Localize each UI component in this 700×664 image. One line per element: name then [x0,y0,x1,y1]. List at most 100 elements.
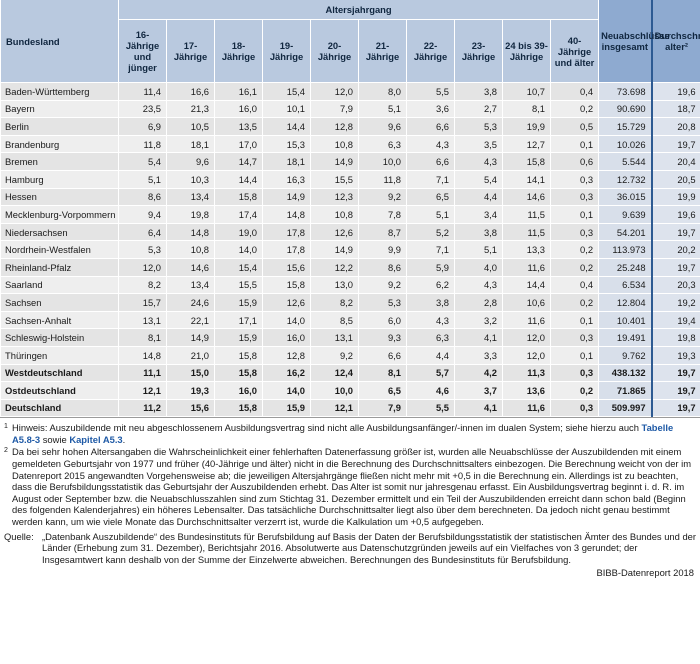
row-label: Westdeutschland [0,363,119,383]
cell: 8,6 [358,258,407,277]
table-row: Hamburg 5,1 10,3 14,4 16,3 15,5 11,8 7,1 5,4 14,1… [0,170,700,189]
cell: 0,3 [549,399,599,418]
cell: 0,1 [549,311,599,330]
footer: BIBB-Datenreport 2018 [596,567,694,579]
cell: 8,0 [358,82,407,101]
header-cell: Durchschnitts­alter² [651,0,700,83]
cell: 0,4 [549,276,599,295]
row-label: Hamburg [0,170,119,189]
cell: 14,0 [262,311,311,330]
cell: 25.248 [598,258,653,277]
cell: 13,3 [502,240,551,259]
cell: 7,9 [358,399,407,418]
row-label: Bremen [0,152,119,171]
header-cell: Bundesland [0,0,119,83]
row-label: Deutschland [0,399,119,418]
cell: 0,3 [549,188,599,207]
table-body: Baden-Württemberg 11,4 16,6 16,1 15,4 12,0 8,0… [0,82,700,418]
footnote-text: Da bei sehr hohen Altersangaben die Wahr… [12,446,696,527]
cell: 13,6 [502,381,551,400]
cell: 19.491 [598,328,653,347]
cell: 11,1 [118,363,167,383]
source-text: „Datenbank Auszubildende“ des Bundesinst… [42,530,697,565]
cell: 21,3 [166,100,215,119]
cell: 8,1 [118,328,167,347]
cell: 10,5 [166,117,215,136]
cell: 54.201 [598,223,653,242]
cell: 3,3 [454,346,503,365]
cell: 6,6 [358,346,407,365]
header-cell: 17-Jährige [166,19,215,83]
table-row: Nordrhein-Westfalen 5,3 10,8 14,0 17,8 14,9 9,… [0,240,700,259]
cell: 17,0 [214,135,263,154]
cell: 8,1 [358,363,407,383]
cell: 6,6 [406,117,455,136]
cell: 9,6 [358,117,407,136]
cell: 5,5 [406,82,455,101]
cell: 3,5 [454,135,503,154]
row-label: Schleswig-Holstein [0,328,119,347]
cell: 14,6 [166,258,215,277]
footnote-text: Hinweis: Auszubildende mit neu abgeschlo… [12,422,696,445]
cell: 5,5 [406,399,455,418]
cell: 4,0 [454,258,503,277]
cell: 5,7 [406,363,455,383]
document: Bundesland Altersjahrgang Neuabschlüsse in… [0,0,700,578]
cell: 5,1 [358,100,407,119]
cell: 15,4 [214,258,263,277]
cell: 4,3 [454,152,503,171]
cell: 2,7 [454,100,503,119]
cell: 90.690 [598,100,653,119]
cell: 4,3 [454,276,503,295]
cell: 6,5 [406,188,455,207]
cell: 3,2 [454,311,503,330]
cell: 5,1 [118,170,167,189]
cell: 24,6 [166,293,215,312]
link[interactable]: Tabelle A5.8-3 [12,422,674,445]
cell: 10,8 [310,135,359,154]
source: Quelle: „Datenbank Auszubildende“ des Bu… [0,529,700,566]
cell: 14,1 [502,170,551,189]
cell: 15,8 [262,276,311,295]
cell: 12,0 [118,258,167,277]
cell: 13,4 [166,276,215,295]
cell: 19,7 [651,399,700,418]
cell: 6,5 [358,381,407,400]
cell: 20,3 [651,276,700,295]
cell: 17,4 [214,205,263,224]
cell: 19,9 [502,117,551,136]
cell: 6,0 [358,311,407,330]
table-row: Mecklenburg-Vorpommern 9,4 19,8 17,4 14,8 10,… [0,205,700,224]
cell: 23,5 [118,100,167,119]
cell: 11,2 [118,399,167,418]
header-group: Altersjahrgang [117,0,599,20]
cell: 6,9 [118,117,167,136]
table-row: Brandenburg 11,8 18,1 17,0 15,3 10,8 6,3 4,3 3,5… [0,135,700,154]
row-label: Baden-Württemberg [0,82,119,101]
row-label: Brandenburg [0,135,119,154]
text: . [122,433,126,445]
cell: 14,0 [262,381,311,400]
table-row: Thüringen 14,8 21,0 15,8 12,8 9,2 6,6 4,4 3,3 12,… [0,346,700,365]
row-label: Mecklenburg-Vorpommern [0,205,119,224]
cell: 9,2 [358,276,407,295]
cell: 12,3 [310,188,359,207]
cell: 10,6 [502,293,551,312]
header-row: 16-Jährige und jünger 17-Jährige 18-Jährig… [1,19,700,83]
cell: 9.762 [598,346,653,365]
cell: 15,9 [214,328,263,347]
cell: 5.544 [598,152,653,171]
cell: 10,0 [310,381,359,400]
header-cell: 23-Jährige [454,19,503,83]
cell: 0,2 [549,381,599,400]
footnote: 1 Hinweis: Auszubildende mit neu abgeschl… [4,422,696,445]
cell: 15,8 [214,188,263,207]
cell: 9.639 [598,205,653,224]
cell: 0,3 [549,223,599,242]
link[interactable]: Kapitel A5.3 [69,433,123,445]
cell: 19,3 [166,381,215,400]
cell: 0,3 [549,363,599,383]
cell: 438.132 [598,363,653,383]
cell: 13,4 [166,188,215,207]
cell: 12,6 [262,293,311,312]
